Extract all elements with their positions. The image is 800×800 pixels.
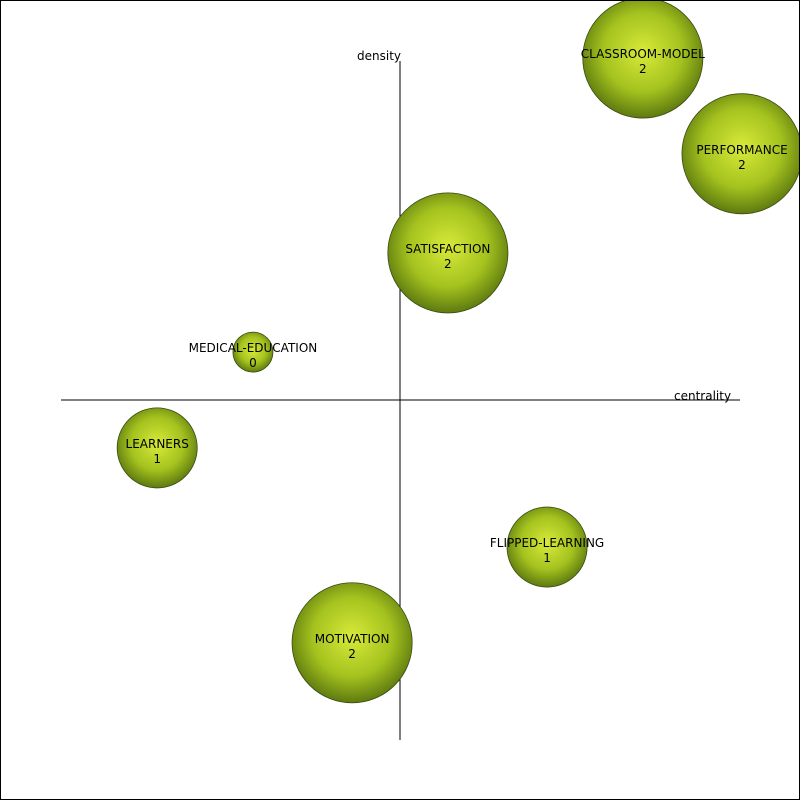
- bubble-circle: [116, 407, 198, 489]
- bubble-label: SATISFACTION: [405, 242, 490, 256]
- bubble-label: MOTIVATION: [315, 632, 390, 646]
- bubble-value: 1: [543, 551, 551, 565]
- bubble-value: 2: [444, 257, 452, 271]
- bubble-label: CLASSROOM-MODEL: [581, 47, 705, 61]
- bubble-value: 2: [639, 62, 647, 76]
- bubble-value: 1: [153, 452, 161, 466]
- bubble-circle: [681, 93, 799, 215]
- bubble-value: 0: [249, 356, 257, 370]
- bubble-circle: [291, 582, 413, 704]
- bubble-circle: [582, 1, 704, 119]
- bubble-circle: [232, 331, 274, 373]
- bubble-label: FLIPPED-LEARNING: [490, 536, 604, 550]
- bubble-label: MEDICAL-EDUCATION: [189, 341, 318, 355]
- bubble-circle: [387, 192, 509, 314]
- bubble-value: 2: [348, 647, 356, 661]
- bubble-value: 2: [738, 158, 746, 172]
- bubble-circle: [506, 506, 588, 588]
- bubble-layer: CLASSROOM-MODEL2PERFORMANCE2SATISFACTION…: [116, 1, 799, 704]
- x-axis-label: centrality: [674, 389, 731, 403]
- y-axis-label: density: [357, 49, 401, 63]
- bubble-label: LEARNERS: [126, 437, 189, 451]
- bubble-label: PERFORMANCE: [696, 143, 787, 157]
